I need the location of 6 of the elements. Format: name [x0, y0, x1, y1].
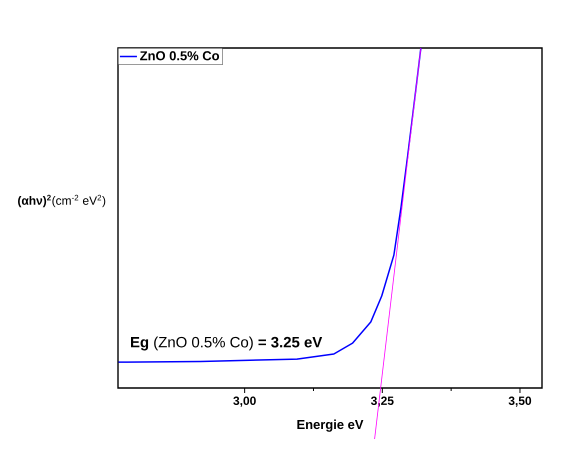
x-axis-title: Energie eV: [297, 420, 364, 432]
annotation: Eg (ZnO 0.5% Co) = 3.25 eV: [131, 336, 322, 350]
x-tick-label: 3,50: [508, 396, 532, 407]
legend-label: ZnO 0.5% Co: [140, 51, 220, 60]
x-tick-label: 3,00: [233, 396, 256, 407]
text: (αhν)$^{2}$(cm$^{-2}$ eV$^{2}$): [18, 194, 106, 208]
